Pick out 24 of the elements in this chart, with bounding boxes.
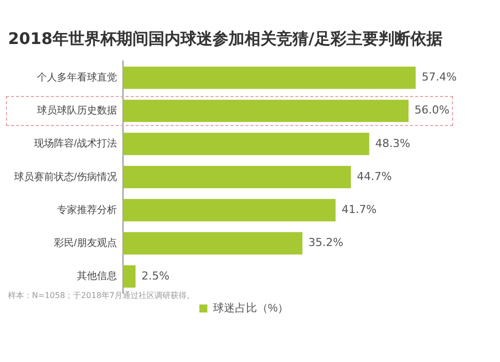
legend-label: 球迷占比（%）	[212, 302, 289, 315]
y-tick-label: 球员球队历史数据	[36, 104, 117, 117]
y-tick-label: 专家推荐分析	[56, 204, 117, 216]
bar	[122, 66, 416, 89]
bar	[122, 199, 336, 222]
data-label: 56.0%	[414, 104, 450, 117]
annotation: 样本：N=1058；于2018年7月通过社区调研获得。	[8, 291, 194, 300]
y-tick-label: 现场阵容/战术打法	[34, 138, 117, 150]
y-tick-label: 彩民/朋友观点	[54, 237, 117, 250]
bar	[122, 100, 409, 122]
data-label: 2.5%	[142, 269, 170, 282]
data-label: 35.2%	[308, 236, 344, 250]
data-label: 41.7%	[342, 203, 377, 216]
bar	[122, 232, 302, 255]
y-tick-label: 个人多年看球直觉	[36, 72, 117, 84]
bar	[122, 166, 351, 188]
y-tick-label: 球员赛前状态/伤病情况	[14, 170, 117, 183]
y-tick-label: 其他信息	[76, 270, 117, 282]
bar	[122, 132, 370, 156]
data-label: 44.7%	[356, 170, 392, 183]
data-label: 48.3%	[375, 136, 410, 150]
chart-title: 2018年世界杯期间国内球迷参加相关竞猜/足彩主要判断依据	[8, 28, 442, 48]
data-label: 57.4%	[422, 70, 457, 84]
bar	[122, 265, 136, 288]
